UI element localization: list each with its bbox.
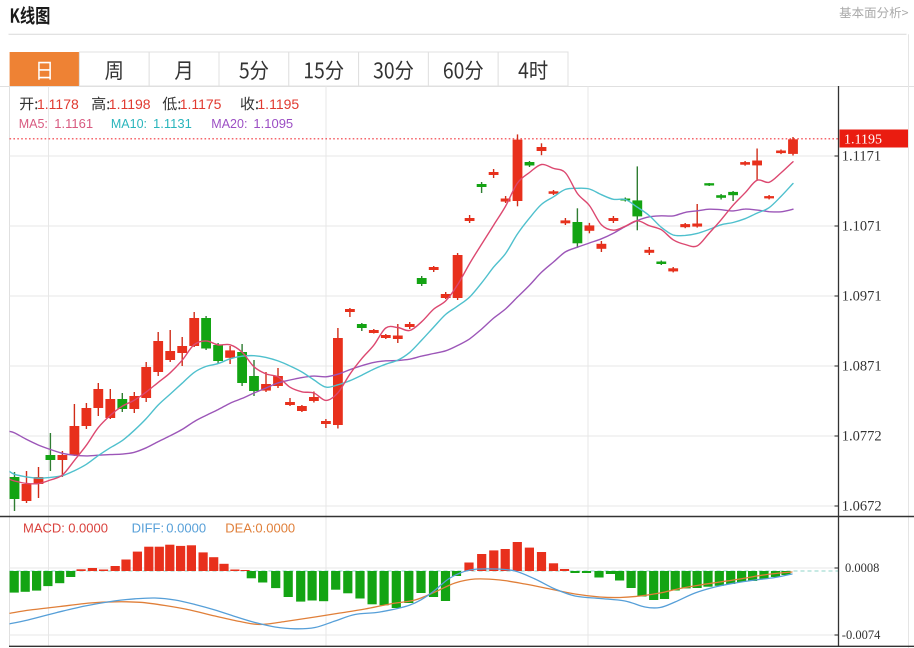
- svg-text:1.1195: 1.1195: [844, 133, 882, 148]
- svg-text:MA10:: MA10:: [111, 117, 147, 131]
- svg-text:1.0672: 1.0672: [842, 499, 882, 515]
- svg-text:0.0000: 0.0000: [255, 521, 295, 536]
- svg-text:1.1161: 1.1161: [54, 116, 93, 131]
- svg-text:1.1071: 1.1071: [842, 219, 882, 235]
- svg-text:1.1178: 1.1178: [37, 96, 79, 112]
- svg-text:1.1095: 1.1095: [253, 116, 293, 131]
- svg-text:DIFF:: DIFF:: [132, 521, 165, 536]
- svg-text:1.1175: 1.1175: [180, 96, 222, 112]
- svg-text:0.0000: 0.0000: [166, 521, 206, 536]
- svg-text:0.0008: 0.0008: [845, 561, 879, 575]
- svg-text:DEA:: DEA:: [225, 521, 255, 536]
- svg-text:MA20:: MA20:: [211, 117, 247, 131]
- svg-text:MACD:: MACD:: [23, 521, 65, 536]
- svg-text:1.0871: 1.0871: [842, 359, 882, 375]
- svg-text:1.1171: 1.1171: [842, 149, 881, 165]
- svg-text:1.0971: 1.0971: [842, 289, 882, 305]
- svg-text:-0.0074: -0.0074: [842, 628, 881, 642]
- svg-text:MA5:: MA5:: [19, 117, 48, 131]
- svg-text:1.1131: 1.1131: [153, 116, 192, 131]
- svg-text:1.1195: 1.1195: [257, 96, 299, 112]
- svg-text:0.0000: 0.0000: [68, 521, 108, 536]
- svg-text:1.1198: 1.1198: [109, 96, 151, 112]
- svg-text:1.0772: 1.0772: [842, 429, 882, 445]
